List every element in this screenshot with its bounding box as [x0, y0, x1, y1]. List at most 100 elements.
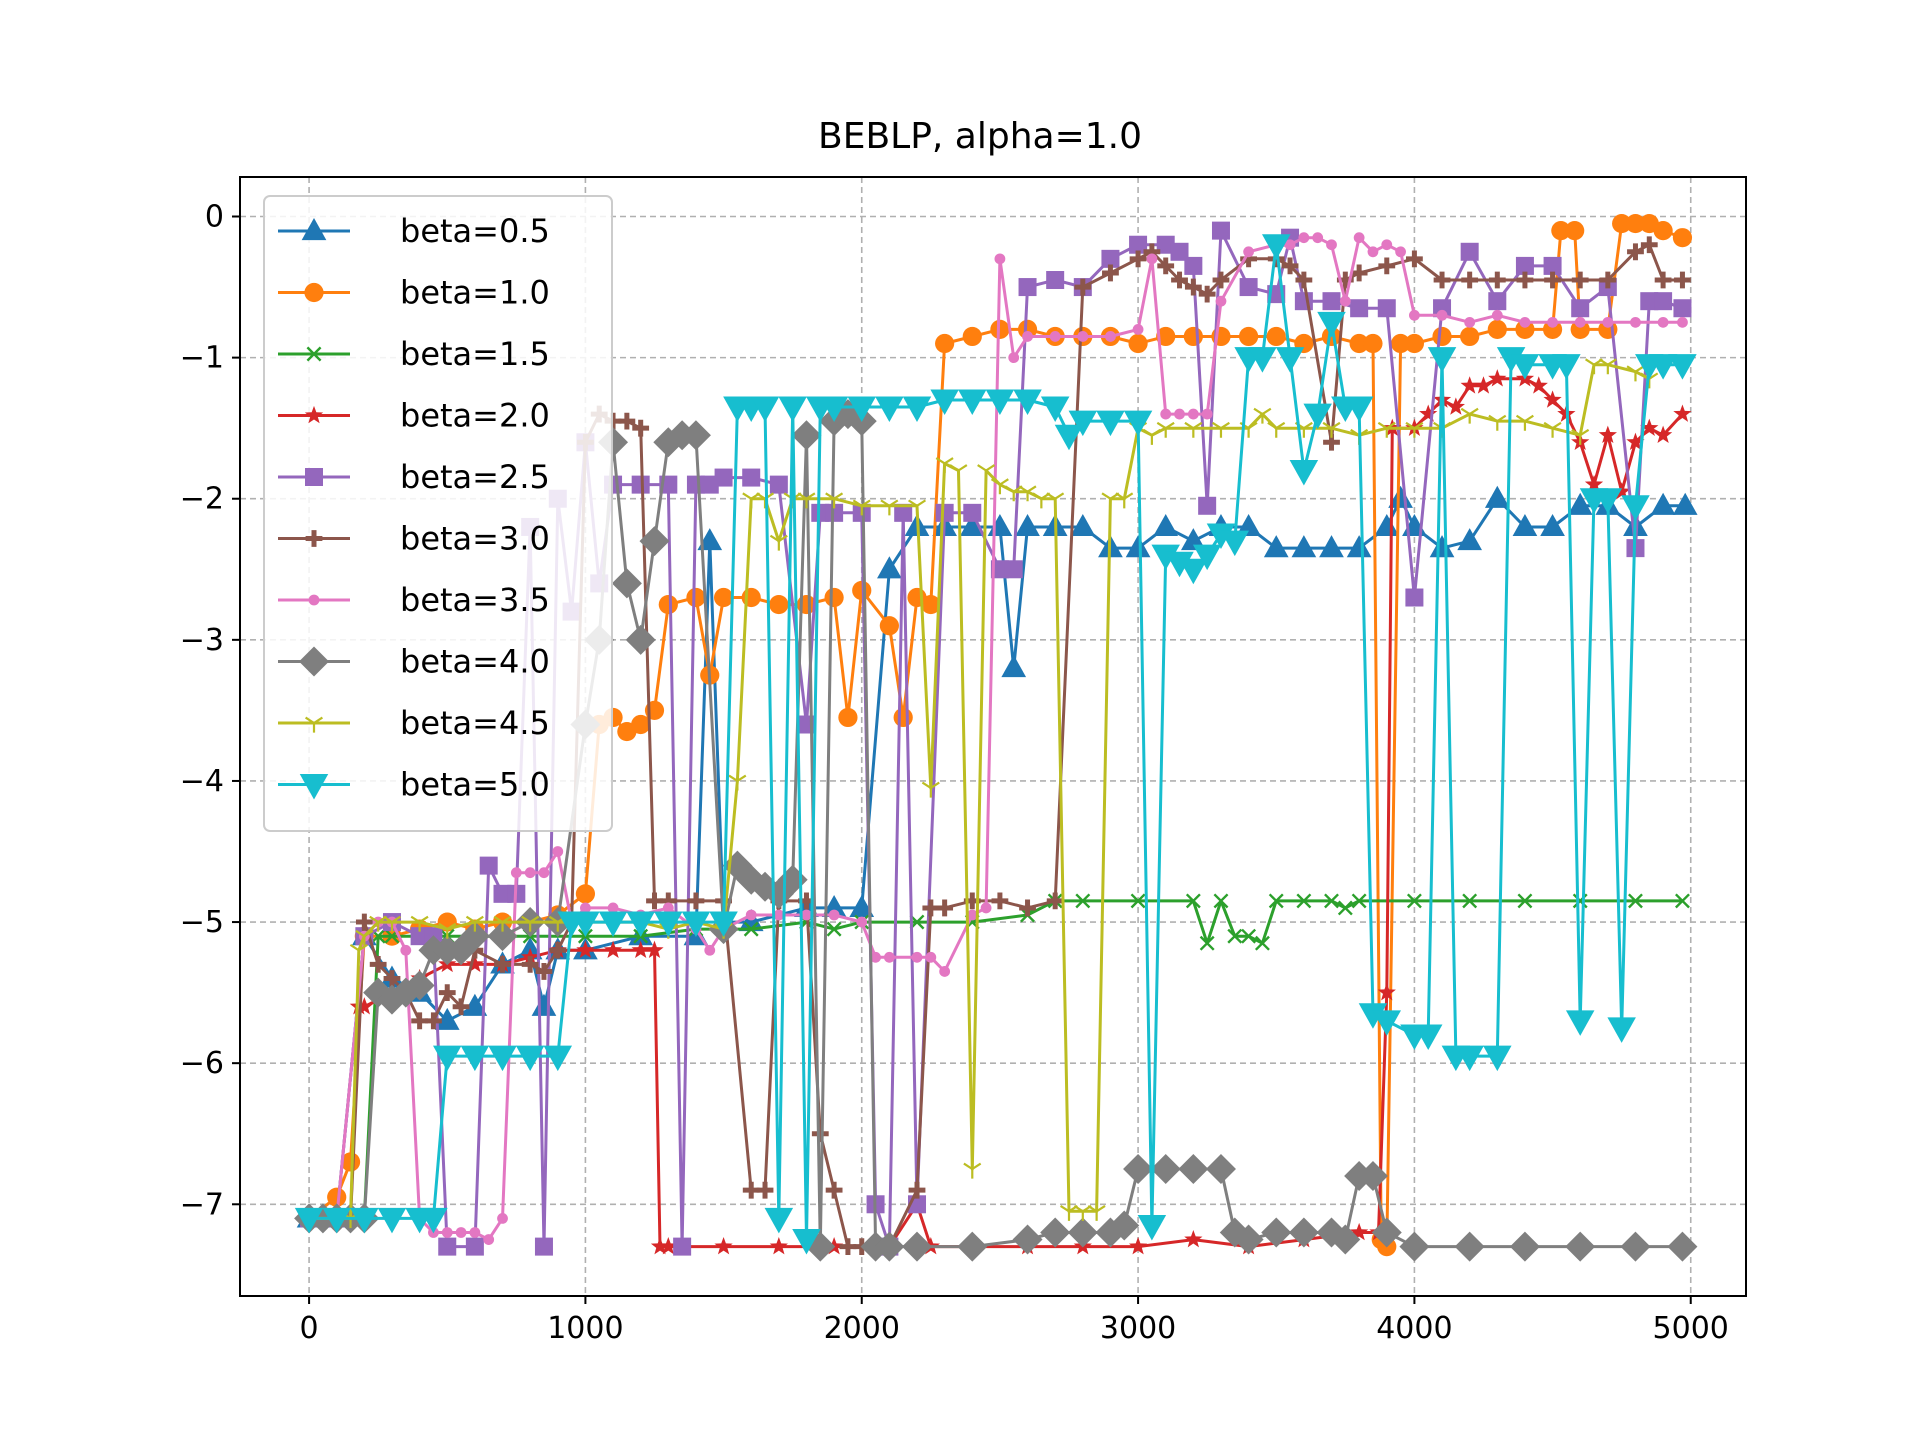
- data-point: [1132, 323, 1144, 335]
- data-point: [462, 993, 488, 1016]
- legend-entry: beta=5.0: [278, 766, 550, 804]
- data-point: [425, 1012, 442, 1030]
- data-point: [1184, 256, 1203, 275]
- data-point: [1239, 278, 1258, 297]
- data-point: [1446, 397, 1465, 415]
- data-point: [524, 867, 536, 879]
- legend-label: beta=4.0: [400, 643, 550, 681]
- legend-label: beta=5.0: [400, 766, 550, 804]
- data-point: [349, 943, 368, 960]
- data-point: [1626, 432, 1645, 451]
- data-point: [1211, 221, 1230, 240]
- data-point: [1075, 893, 1091, 909]
- legend-marker: [305, 468, 323, 486]
- data-point: [1268, 893, 1284, 909]
- data-point: [1324, 893, 1339, 909]
- data-point: [1461, 271, 1479, 289]
- data-point: [825, 492, 844, 509]
- data-point: [1146, 253, 1158, 265]
- data-point: [1254, 935, 1270, 951]
- data-point: [980, 902, 992, 914]
- data-point: [819, 396, 849, 423]
- data-point: [797, 492, 816, 509]
- data-point: [1288, 1217, 1319, 1248]
- data-point: [1433, 271, 1451, 289]
- data-point: [1509, 1231, 1540, 1262]
- data-point: [963, 1162, 982, 1179]
- data-point: [460, 1045, 490, 1072]
- x-tick-label: 2000: [824, 1311, 900, 1346]
- data-point: [465, 915, 484, 932]
- data-point: [791, 420, 822, 451]
- data-point: [821, 894, 847, 918]
- data-point: [1673, 404, 1692, 422]
- plot-frame: [239, 176, 1747, 1297]
- data-point: [756, 1181, 774, 1199]
- data-point: [535, 963, 553, 980]
- data-point: [494, 955, 511, 973]
- data-point: [340, 1152, 361, 1172]
- data-point: [1054, 424, 1084, 451]
- data-point: [1067, 1217, 1098, 1248]
- data-point: [856, 916, 868, 928]
- data-point: [686, 587, 706, 608]
- data-point: [452, 998, 470, 1016]
- x-tick-label: 1000: [547, 1311, 623, 1346]
- data-point: [697, 528, 723, 551]
- data-point: [1367, 246, 1379, 258]
- data-point: [1405, 421, 1424, 438]
- data-point: [1040, 1217, 1071, 1248]
- data-point: [1358, 1003, 1388, 1029]
- data-point: [852, 580, 872, 601]
- legend-label: beta=0.5: [400, 212, 550, 250]
- data-point: [632, 419, 650, 437]
- data-point: [1650, 492, 1676, 515]
- x-tick-label: 4000: [1376, 1311, 1452, 1346]
- data-point: [487, 921, 518, 952]
- data-point: [1374, 513, 1400, 537]
- data-point: [838, 707, 858, 728]
- data-point: [1128, 1237, 1148, 1255]
- data-point: [826, 921, 842, 937]
- data-point: [1105, 331, 1116, 342]
- data-point: [1350, 1222, 1369, 1241]
- legend-marker: [306, 346, 322, 362]
- data-point: [958, 389, 987, 415]
- data-point: [935, 457, 954, 474]
- data-point: [350, 1207, 379, 1234]
- data-point: [497, 1212, 508, 1224]
- data-point: [1565, 1010, 1595, 1036]
- data-point: [936, 899, 954, 917]
- data-point: [1349, 333, 1369, 354]
- data-point: [1266, 326, 1286, 347]
- data-point: [1174, 408, 1185, 420]
- data-point: [908, 499, 927, 516]
- data-point: [1377, 421, 1396, 438]
- data-point: [1621, 495, 1650, 521]
- data-point: [1123, 1154, 1154, 1185]
- data-point: [1115, 492, 1134, 509]
- data-point: [680, 420, 711, 451]
- data-point: [1543, 421, 1562, 438]
- y-tick-label: −5: [180, 905, 224, 940]
- data-point: [1488, 414, 1507, 431]
- data-point: [1070, 513, 1096, 537]
- data-point: [404, 970, 435, 1001]
- data-point: [521, 915, 540, 932]
- data-point: [1074, 278, 1092, 296]
- data-point: [510, 867, 522, 879]
- data-point: [1484, 485, 1510, 508]
- y-tick-label: −1: [180, 341, 224, 376]
- data-point: [1153, 513, 1179, 537]
- data-point: [1510, 354, 1540, 380]
- data-point: [1317, 311, 1346, 338]
- legend-marker: [301, 218, 327, 241]
- data-point: [1046, 892, 1064, 910]
- data-point: [902, 1231, 933, 1262]
- data-point: [1377, 299, 1396, 318]
- data-point: [828, 909, 840, 921]
- data-point: [1296, 893, 1312, 909]
- data-point: [1436, 309, 1448, 321]
- data-point: [1187, 408, 1199, 420]
